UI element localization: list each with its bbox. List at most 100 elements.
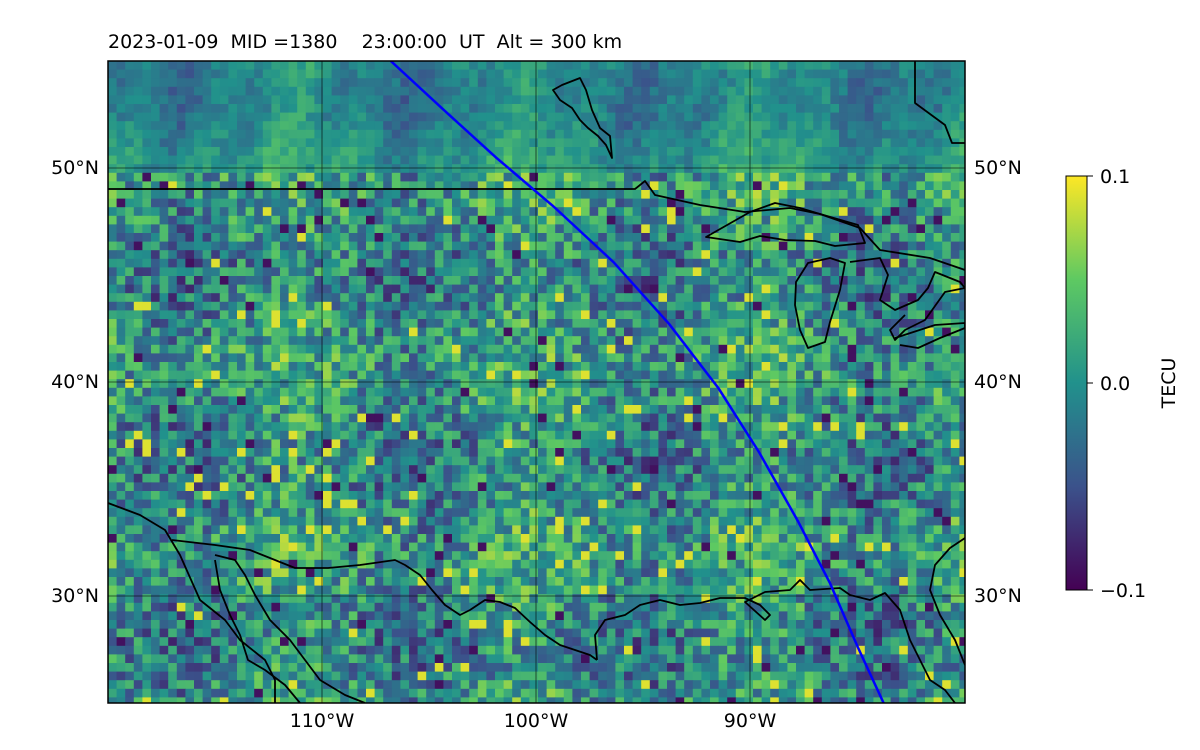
tec-cell	[959, 310, 965, 320]
tec-cell	[641, 379, 651, 389]
tec-cell	[125, 190, 135, 200]
tec-cell	[658, 439, 668, 449]
tec-cell	[383, 387, 393, 397]
tec-cell	[348, 172, 358, 182]
tec-cell	[383, 448, 393, 458]
tec-cell	[546, 147, 556, 157]
tec-cell	[194, 430, 204, 440]
tec-cell	[778, 353, 788, 363]
tec-cell	[864, 95, 874, 105]
tec-cell	[589, 112, 599, 122]
tec-cell	[538, 86, 548, 96]
tec-cell	[495, 207, 505, 217]
tec-cell	[323, 430, 333, 440]
tec-cell	[340, 456, 350, 466]
tec-cell	[331, 439, 341, 449]
tec-cell	[125, 267, 135, 277]
tec-cell	[314, 482, 324, 492]
tec-cell	[899, 104, 909, 114]
tec-cell	[348, 344, 358, 354]
tec-cell	[856, 95, 866, 105]
tec-cell	[649, 138, 659, 148]
tec-cell	[933, 439, 943, 449]
tec-cell	[778, 121, 788, 131]
tec-cell	[830, 344, 840, 354]
tec-cell	[727, 422, 737, 432]
tec-cell	[151, 190, 161, 200]
tec-cell	[245, 284, 255, 294]
tec-cell	[245, 104, 255, 114]
tec-cell	[331, 430, 341, 440]
tec-cell	[606, 112, 616, 122]
tec-cell	[675, 448, 685, 458]
tec-cell	[821, 138, 831, 148]
tec-cell	[142, 198, 152, 208]
tec-cell	[116, 482, 126, 492]
tec-cell	[469, 129, 479, 139]
tec-cell	[452, 448, 462, 458]
tec-cell	[366, 319, 376, 329]
tec-cell	[641, 138, 651, 148]
tec-cell	[520, 370, 530, 380]
tec-cell	[675, 69, 685, 79]
tec-cell	[314, 181, 324, 191]
tec-cell	[667, 69, 677, 79]
tec-cell	[882, 147, 892, 157]
tec-cell	[503, 310, 513, 320]
tec-cell	[813, 293, 823, 303]
tec-cell	[907, 387, 917, 397]
tec-cell	[520, 164, 530, 174]
tec-cell	[202, 379, 212, 389]
tec-cell	[391, 336, 401, 346]
tec-cell	[606, 284, 616, 294]
tec-cell	[735, 422, 745, 432]
tec-cell	[391, 413, 401, 423]
tec-cell	[280, 138, 290, 148]
tec-cell	[142, 267, 152, 277]
tec-cell	[667, 336, 677, 346]
tec-cell	[744, 473, 754, 483]
tec-cell	[228, 207, 238, 217]
tec-cell	[426, 121, 436, 131]
tec-cell	[624, 78, 634, 88]
tec-cell	[520, 147, 530, 157]
tec-cell	[305, 405, 315, 415]
tec-cell	[245, 224, 255, 234]
tec-cell	[770, 465, 780, 475]
tec-cell	[606, 198, 616, 208]
tec-cell	[925, 207, 935, 217]
tec-cell	[753, 147, 763, 157]
tec-cell	[271, 258, 281, 268]
tec-cell	[245, 129, 255, 139]
tec-cell	[314, 344, 324, 354]
tec-cell	[262, 413, 272, 423]
tec-cell	[727, 448, 737, 458]
tec-cell	[357, 301, 367, 311]
tec-cell	[718, 95, 728, 105]
tec-cell	[675, 190, 685, 200]
tec-cell	[632, 336, 642, 346]
tec-cell	[512, 344, 522, 354]
tec-cell	[753, 112, 763, 122]
tec-cell	[959, 422, 965, 432]
tec-cell	[297, 224, 307, 234]
tec-cell	[624, 319, 634, 329]
tec-cell	[796, 344, 806, 354]
tec-cell	[942, 430, 952, 440]
tec-cell	[280, 198, 290, 208]
tec-cell	[847, 250, 857, 260]
tec-cell	[899, 121, 909, 131]
tec-cell	[228, 95, 238, 105]
tec-cell	[589, 138, 599, 148]
tec-cell	[821, 86, 831, 96]
tec-cell	[770, 215, 780, 225]
tec-cell	[667, 267, 677, 277]
tec-cell	[942, 379, 952, 389]
tec-cell	[856, 430, 866, 440]
tec-cell	[770, 267, 780, 277]
tec-cell	[443, 121, 453, 131]
tec-cell	[202, 370, 212, 380]
tec-cell	[348, 121, 358, 131]
tec-cell	[185, 405, 195, 415]
tec-cell	[899, 336, 909, 346]
